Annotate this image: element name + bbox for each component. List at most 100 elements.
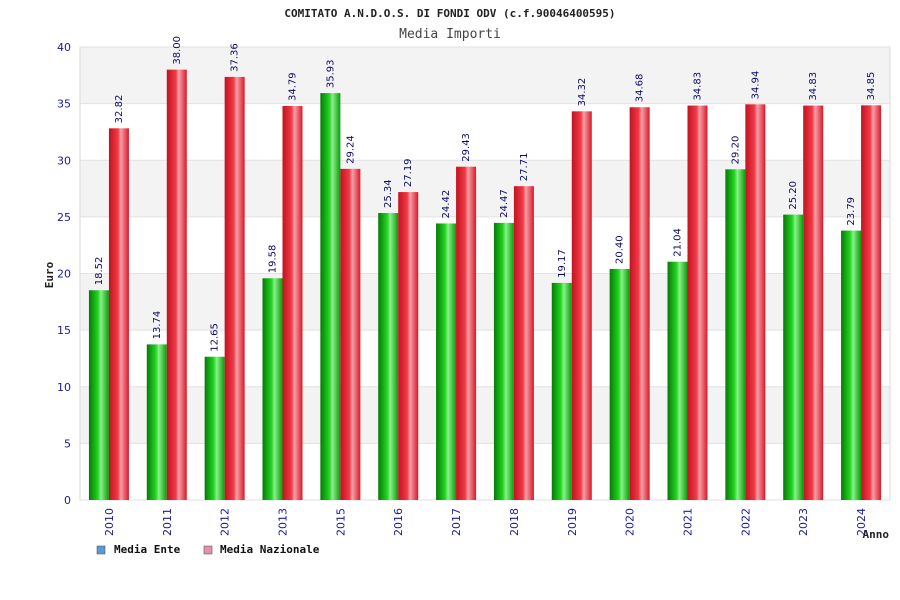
y-tick-label: 5 <box>64 437 71 450</box>
y-axis-ticks: 0 5 10 15 20 25 30 35 40 <box>57 41 71 507</box>
x-tick-label-2013: 2013 <box>277 508 290 536</box>
bar-media-ente-2010 <box>88 290 109 500</box>
data-label-media-ente-2019: 19.17 <box>557 249 568 278</box>
data-label-media-nazionale-2010: 32.82 <box>114 95 125 124</box>
bar-media-ente-2013 <box>262 278 283 500</box>
y-tick-label: 25 <box>57 211 71 224</box>
plot-band <box>80 330 890 387</box>
bar-media-ente-2018 <box>493 222 514 500</box>
bar-media-ente-2012 <box>204 356 225 500</box>
x-tick-label-2022: 2022 <box>739 508 752 536</box>
bar-media-nazionale-2018 <box>513 186 534 500</box>
data-label-media-ente-2024: 23.79 <box>846 197 857 226</box>
data-label-media-nazionale-2021: 34.83 <box>693 72 704 101</box>
x-tick-label-2018: 2018 <box>508 508 521 536</box>
x-tick-label-2023: 2023 <box>797 508 810 536</box>
data-label-media-ente-2023: 25.20 <box>788 181 799 210</box>
x-tick-label-2011: 2011 <box>161 508 174 536</box>
bar-media-ente-2020 <box>609 268 630 500</box>
data-label-media-ente-2018: 24.47 <box>499 189 510 218</box>
x-tick-label-2015: 2015 <box>334 508 347 536</box>
x-tick-label-2017: 2017 <box>450 508 463 536</box>
bar-media-nazionale-2010 <box>108 128 129 500</box>
bar-media-nazionale-2011 <box>166 69 187 501</box>
bar-media-nazionale-2017 <box>456 166 477 500</box>
x-axis-ticks: 2010 2011 2012 2013 2015 2016 2017 2018 2019 2020… <box>103 508 868 536</box>
plot-band <box>80 47 890 104</box>
y-tick-label: 15 <box>57 324 71 337</box>
bar-media-ente-2023 <box>783 214 804 501</box>
bar-media-nazionale-2013 <box>282 106 303 501</box>
legend: Media Ente Media Nazionale <box>96 543 320 556</box>
data-label-media-nazionale-2023: 34.83 <box>808 72 819 101</box>
data-label-media-ente-2017: 24.42 <box>441 190 452 219</box>
data-labels: 18.52 32.82 13.74 38.00 12.65 37.36 19.58 34.79… <box>94 36 877 352</box>
chart-subtitle: Media Importi <box>399 27 501 42</box>
bar-media-ente-2019 <box>551 282 572 500</box>
x-tick-label-2019: 2019 <box>566 508 579 536</box>
data-label-media-nazionale-2015: 29.24 <box>345 135 356 164</box>
bar-media-nazionale-2015 <box>340 168 361 500</box>
data-label-media-nazionale-2022: 34.94 <box>750 71 761 100</box>
bar-media-nazionale-2023 <box>803 105 824 501</box>
plot-band <box>80 273 890 331</box>
x-axis-title: Anno <box>863 528 890 541</box>
chart-title: COMITATO A.N.D.O.S. DI FONDI ODV (c.f.90… <box>284 7 615 20</box>
data-label-media-ente-2010: 18.52 <box>94 257 105 286</box>
plot-band <box>80 103 890 161</box>
data-label-media-ente-2012: 12.65 <box>210 323 221 352</box>
plot-band <box>80 216 890 274</box>
x-tick-label-2021: 2021 <box>682 508 695 536</box>
plot-band <box>80 443 890 500</box>
plot-band <box>80 386 890 444</box>
bar-media-nazionale-2024 <box>861 105 882 500</box>
data-label-media-nazionale-2016: 27.19 <box>403 158 414 187</box>
data-label-media-nazionale-2018: 27.71 <box>519 153 530 182</box>
x-tick-label-2020: 2020 <box>624 508 637 536</box>
y-tick-label: 0 <box>64 494 71 507</box>
plot-band <box>80 160 890 217</box>
data-label-media-ente-2013: 19.58 <box>268 245 279 274</box>
data-label-media-ente-2015: 35.93 <box>325 59 336 88</box>
bar-media-ente-2011 <box>146 344 167 500</box>
bar-media-ente-2022 <box>725 169 746 500</box>
bar-media-nazionale-2021 <box>687 105 708 501</box>
bar-media-nazionale-2019 <box>571 111 592 501</box>
y-tick-label: 30 <box>57 154 71 167</box>
data-label-media-nazionale-2012: 37.36 <box>230 43 241 72</box>
data-label-media-ente-2011: 13.74 <box>152 311 163 340</box>
data-label-media-nazionale-2017: 29.43 <box>461 133 472 162</box>
legend-swatch-media-ente <box>96 545 106 555</box>
legend-label-media-nazionale: Media Nazionale <box>220 543 320 556</box>
data-label-media-ente-2020: 20.40 <box>615 235 626 264</box>
x-tick-label-2024: 2024 <box>855 508 868 536</box>
x-tick-label-2010: 2010 <box>103 508 116 536</box>
legend-swatch-media-nazionale <box>203 545 213 555</box>
bar-media-nazionale-2016 <box>398 192 419 501</box>
data-label-media-nazionale-2013: 34.79 <box>288 72 299 101</box>
bar-media-ente-2017 <box>436 223 457 501</box>
y-tick-label: 35 <box>57 98 71 111</box>
y-axis-title: Euro <box>43 261 56 288</box>
data-label-media-nazionale-2020: 34.68 <box>635 74 646 103</box>
x-tick-label-2012: 2012 <box>219 508 232 536</box>
data-label-media-ente-2016: 25.34 <box>383 179 394 208</box>
data-label-media-ente-2021: 21.04 <box>673 228 684 257</box>
bar-media-ente-2015 <box>320 93 341 501</box>
y-tick-label: 40 <box>57 41 71 54</box>
bar-media-ente-2024 <box>841 230 862 500</box>
bars <box>88 69 882 501</box>
bar-media-ente-2016 <box>378 213 399 500</box>
bar-media-ente-2021 <box>667 261 688 500</box>
bar-media-nazionale-2020 <box>629 107 650 501</box>
data-label-media-nazionale-2011: 38.00 <box>172 36 183 65</box>
y-tick-label: 10 <box>57 381 71 394</box>
data-label-media-nazionale-2019: 34.32 <box>577 78 588 107</box>
bar-media-nazionale-2012 <box>224 76 245 500</box>
legend-label-media-ente: Media Ente <box>114 543 181 556</box>
y-tick-label: 20 <box>57 268 71 281</box>
x-tick-label-2016: 2016 <box>392 508 405 536</box>
bar-media-nazionale-2022 <box>745 104 766 500</box>
data-label-media-ente-2022: 29.20 <box>730 136 741 165</box>
